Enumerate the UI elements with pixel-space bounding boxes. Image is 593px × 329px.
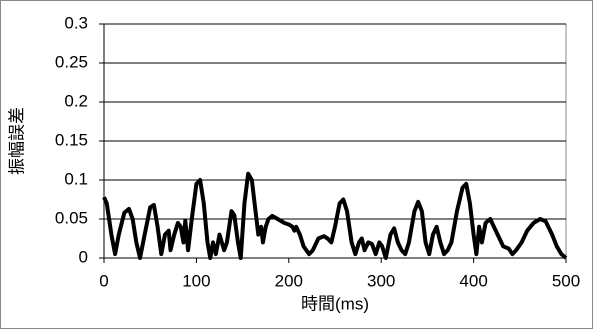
data-line (102, 171, 568, 260)
y-tick-label: 0 (79, 247, 88, 266)
y-tick-label: 0.15 (55, 130, 88, 149)
x-tick-label: 200 (275, 271, 303, 290)
y-tick-label: 0.05 (55, 208, 88, 227)
x-tick-label: 300 (367, 271, 395, 290)
y-tick-label: 0.1 (64, 169, 88, 188)
y-tick-label: 0.3 (64, 13, 88, 32)
y-tick-label: 0.2 (64, 91, 88, 110)
y-axis-label: 振幅誤差 (7, 107, 26, 175)
x-tick-label: 500 (552, 271, 580, 290)
x-tick-label: 100 (182, 271, 210, 290)
x-axis-label: 時間(ms) (301, 294, 369, 313)
y-tick-label: 0.25 (55, 52, 88, 71)
x-tick-label: 0 (99, 271, 108, 290)
x-tick-label: 400 (459, 271, 487, 290)
